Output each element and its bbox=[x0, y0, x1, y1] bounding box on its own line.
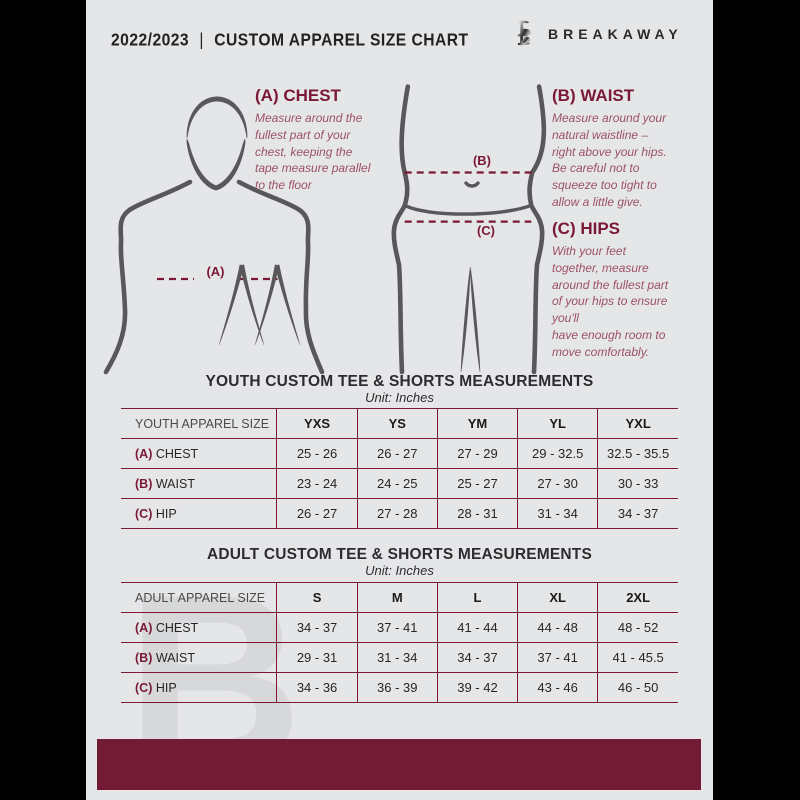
svg-text:(C): (C) bbox=[477, 223, 495, 238]
svg-text:(B): (B) bbox=[473, 153, 491, 168]
svg-text:(A): (A) bbox=[206, 264, 224, 279]
